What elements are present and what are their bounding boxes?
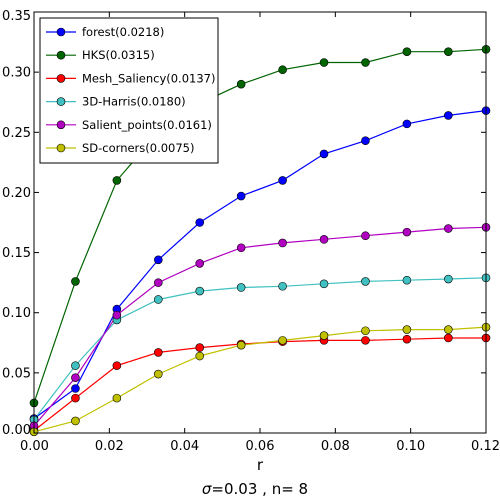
- legend-swatch-marker: [56, 143, 66, 153]
- data-point: [112, 393, 122, 403]
- y-tick-label: 0.20: [2, 186, 31, 201]
- data-point: [71, 416, 80, 426]
- legend-label: 3D-Harris(0.0180): [82, 95, 186, 109]
- data-point: [195, 286, 205, 296]
- data-point: [278, 336, 287, 345]
- data-point: [444, 333, 453, 343]
- x-tick-label: 0.04: [170, 439, 199, 454]
- data-point: [195, 259, 205, 268]
- y-tick-label: 0.15: [2, 246, 31, 261]
- y-tick-label: 0.05: [2, 366, 31, 381]
- data-point: [112, 361, 122, 370]
- x-tick-label: 0.00: [20, 439, 49, 454]
- data-point: [402, 275, 412, 285]
- legend-box: [39, 17, 219, 164]
- legend-label: HKS(0.0315): [82, 48, 155, 62]
- series-line: [33, 48, 487, 404]
- legend-swatch-marker: [56, 120, 66, 130]
- chart-caption: σ=0.03 , n= 8: [202, 480, 308, 498]
- data-point: [444, 325, 453, 334]
- series-line: [33, 226, 487, 427]
- legend-label: SD-corners(0.0075): [82, 141, 194, 155]
- data-point: [319, 279, 329, 289]
- data-point: [71, 373, 80, 382]
- data-point: [154, 278, 163, 287]
- series-line: [33, 110, 487, 420]
- series-line: [33, 277, 487, 421]
- data-point: [444, 274, 453, 284]
- data-point: [195, 343, 205, 352]
- legend-swatch-marker: [56, 97, 66, 106]
- legend: forest(0.0218) HKS(0.0315) Mesh_Saliency(0…: [39, 17, 219, 164]
- data-point: [278, 176, 287, 185]
- data-point: [319, 235, 329, 244]
- data-point: [402, 47, 412, 56]
- data-point: [154, 255, 163, 265]
- data-point: [195, 351, 205, 361]
- data-point: [402, 119, 412, 129]
- data-point: [402, 325, 412, 334]
- y-tick-label: 0.00: [2, 423, 31, 438]
- x-tick-label: 0.06: [246, 439, 275, 454]
- y-tick-label: 0.35: [2, 9, 31, 24]
- legend-label: forest(0.0218): [82, 25, 164, 39]
- data-point: [361, 231, 370, 241]
- data-point: [154, 295, 163, 304]
- data-point: [319, 331, 329, 340]
- data-point: [154, 348, 163, 357]
- data-point: [236, 191, 246, 201]
- data-point: [195, 218, 205, 227]
- data-point: [444, 47, 453, 56]
- data-point: [444, 111, 453, 120]
- x-tick-label: 0.10: [396, 439, 425, 454]
- x-tick-label: 0.02: [95, 439, 124, 454]
- data-point: [278, 281, 287, 291]
- data-point: [278, 65, 287, 75]
- data-point: [319, 58, 329, 67]
- data-point: [402, 334, 412, 344]
- data-point: [278, 238, 287, 248]
- data-point: [236, 243, 246, 253]
- data-point: [361, 277, 370, 286]
- data-point: [402, 227, 412, 237]
- x-axis-label: r: [257, 456, 264, 474]
- x-tick-label: 0.12: [471, 439, 500, 454]
- legend-swatch-marker: [56, 27, 66, 37]
- series-line: [33, 326, 487, 433]
- data-point: [71, 393, 80, 403]
- y-tick-label: 0.25: [2, 126, 31, 141]
- data-point: [319, 149, 329, 159]
- legend-label: Salient_points(0.0161): [82, 118, 212, 132]
- tick-layer: 0.00 0.02 0.04 0.06 0.08 0.10 0.12 0.00 0.05 0.10…: [2, 9, 500, 454]
- legend-swatch-marker: [56, 50, 66, 60]
- data-point: [112, 176, 122, 185]
- data-point: [71, 361, 80, 370]
- caption-sigma: σ: [202, 480, 212, 498]
- x-tick-label: 0.08: [321, 439, 350, 454]
- caption-text: =0.03 , n= 8: [211, 480, 308, 498]
- data-point: [71, 384, 80, 393]
- data-point: [236, 283, 246, 292]
- y-tick-label: 0.30: [2, 66, 31, 81]
- legend-label: Mesh_Saliency(0.0137): [82, 71, 215, 85]
- data-point: [361, 136, 370, 146]
- data-point: [361, 58, 370, 67]
- series-layer: [29, 44, 491, 437]
- data-point: [236, 79, 246, 89]
- data-point: [361, 326, 370, 336]
- data-point: [361, 336, 370, 345]
- data-point: [154, 369, 163, 379]
- legend-swatch-marker: [56, 74, 66, 83]
- data-point: [112, 310, 122, 320]
- y-tick-label: 0.10: [2, 306, 31, 321]
- data-point: [444, 224, 453, 233]
- data-point: [71, 277, 80, 286]
- data-point: [236, 340, 246, 350]
